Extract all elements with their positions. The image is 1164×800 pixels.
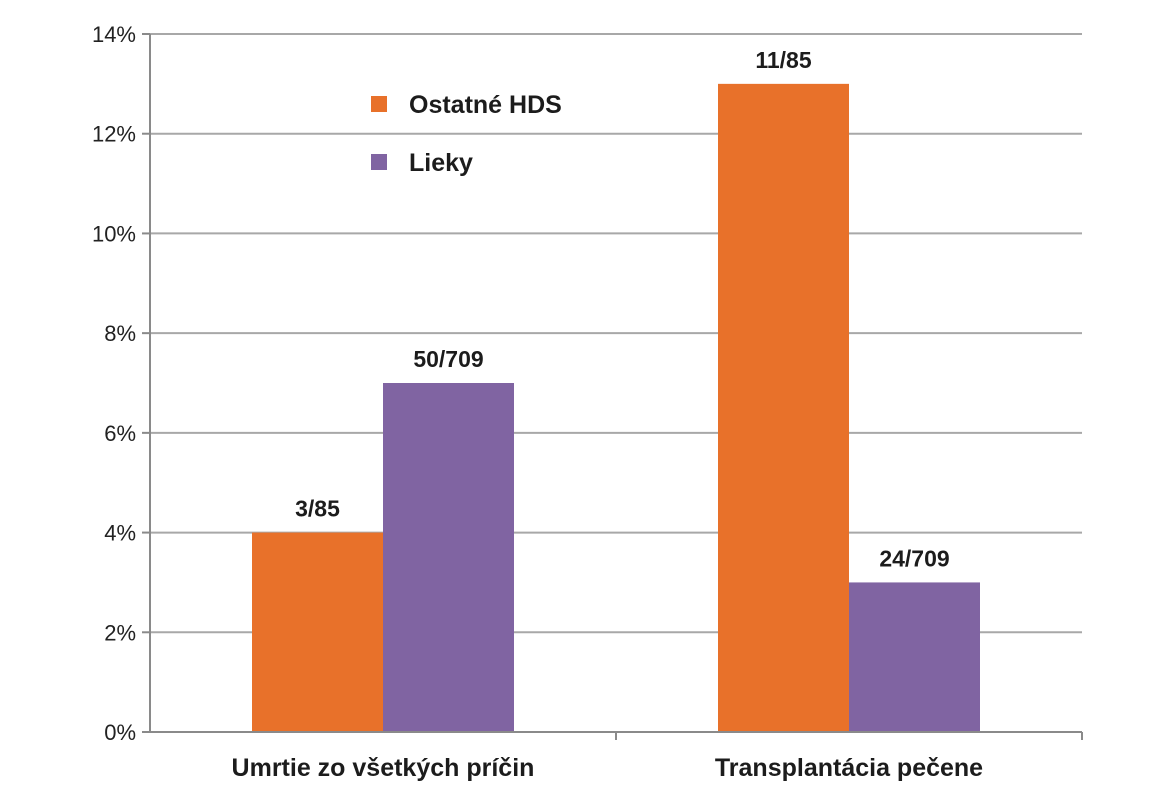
data-label: 3/85	[295, 496, 340, 522]
bar-ostatne-hds-1	[718, 83, 849, 733]
legend-swatch-ostatne-hds	[371, 96, 387, 112]
y-tick-label: 14%	[92, 22, 136, 47]
bar-lieky-0	[383, 383, 514, 732]
y-tick-label: 10%	[92, 221, 136, 246]
y-tick-label: 0%	[104, 720, 136, 745]
x-tick-label: Umrtie zo všetkých príčin	[232, 754, 535, 782]
data-label: 11/85	[755, 47, 811, 73]
y-tick-label: 4%	[104, 521, 136, 546]
y-tick-label: 2%	[104, 620, 136, 645]
data-label: 50/709	[413, 346, 483, 372]
legend: Ostatné HDS Lieky	[371, 91, 562, 177]
legend-swatch-lieky	[371, 154, 387, 170]
axes: 0% 2% 4% 6% 8% 10% 12% 14% Umrtie zo všetkých pr…	[92, 22, 1083, 782]
legend-label: Ostatné HDS	[409, 91, 562, 119]
data-labels: 3/85 50/709 11/85 24/709	[295, 47, 950, 572]
legend-label: Lieky	[409, 149, 473, 177]
y-tick-label: 12%	[92, 122, 136, 147]
data-label: 24/709	[879, 545, 949, 571]
x-tick-label: Transplantácia pečene	[715, 754, 983, 782]
bar-ostatne-hds-0	[252, 532, 383, 732]
y-tick-label: 8%	[104, 321, 136, 346]
bar-lieky-1	[849, 582, 980, 732]
bars	[252, 83, 980, 733]
y-tick-label: 6%	[104, 421, 136, 446]
